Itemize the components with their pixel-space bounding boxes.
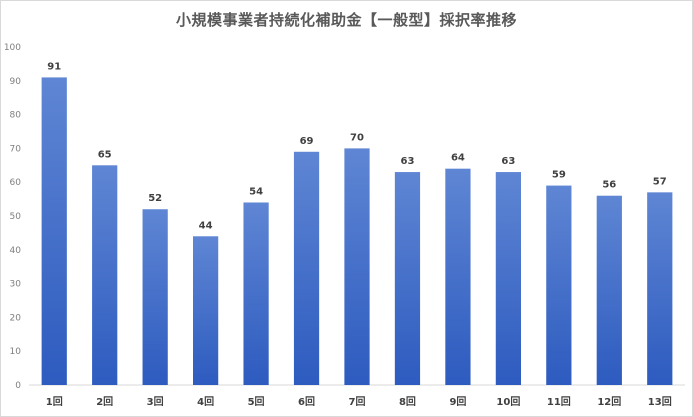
data-label: 69 [300,136,314,147]
bar-7回 [344,148,370,385]
data-label: 59 [552,170,566,181]
y-tick-label: 50 [10,212,22,222]
x-tick-label: 9回 [449,396,466,408]
y-tick-label: 70 [10,144,22,154]
data-label: 56 [602,180,616,191]
data-label: 91 [47,61,61,72]
bar-12回 [596,195,622,385]
data-label: 70 [350,132,364,143]
bar-5回 [243,202,269,385]
bar-11回 [546,185,572,385]
x-tick-label: 2回 [96,396,113,408]
y-tick-label: 60 [10,178,22,188]
x-tick-label: 6回 [298,396,315,408]
y-tick-label: 0 [15,381,21,391]
y-tick-label: 30 [10,280,22,290]
y-tick-label: 80 [10,111,22,121]
bar-10回 [495,172,521,385]
bar-3回 [142,209,168,385]
x-tick-label: 7回 [349,396,366,408]
x-tick-label: 12回 [597,396,621,408]
data-label: 57 [653,176,667,187]
x-tick-label: 10回 [496,396,520,408]
y-tick-label: 10 [10,347,22,357]
y-tick-label: 90 [10,77,22,87]
data-labels: 91 65 52 44 54 69 70 63 64 63 59 56 57 [47,61,666,231]
data-label: 44 [199,220,213,231]
data-label: 63 [401,156,415,167]
data-label: 52 [148,193,162,204]
bars [41,77,673,386]
data-label: 54 [249,186,263,197]
x-axis: 1回 2回 3回 4回 5回 6回 7回 8回 9回 10回 11回 12回 13回 [46,396,672,408]
y-tick-label: 40 [10,246,22,256]
x-tick-label: 3回 [147,396,164,408]
bar-1回 [41,77,67,386]
bar-9回 [445,168,471,385]
data-label: 63 [501,156,515,167]
x-tick-label: 13回 [648,396,672,408]
bar-8回 [394,172,421,385]
data-label: 64 [451,153,465,164]
x-tick-label: 8回 [399,396,416,408]
bar-2回 [92,165,118,385]
bar-6回 [293,151,320,385]
x-tick-label: 1回 [46,396,63,408]
y-axis: 0 10 20 30 40 50 60 70 80 90 100 [4,43,21,391]
bar-13回 [647,192,673,385]
bar-4回 [193,236,219,385]
y-tick-label: 100 [4,43,21,53]
x-tick-label: 4回 [197,396,214,408]
x-tick-label: 5回 [248,396,265,408]
x-tick-label: 11回 [547,396,571,408]
y-tick-label: 20 [10,313,22,323]
chart-title: 小規模事業者持続化補助金【一般型】採択率推移 [175,11,517,29]
data-label: 65 [98,149,112,160]
